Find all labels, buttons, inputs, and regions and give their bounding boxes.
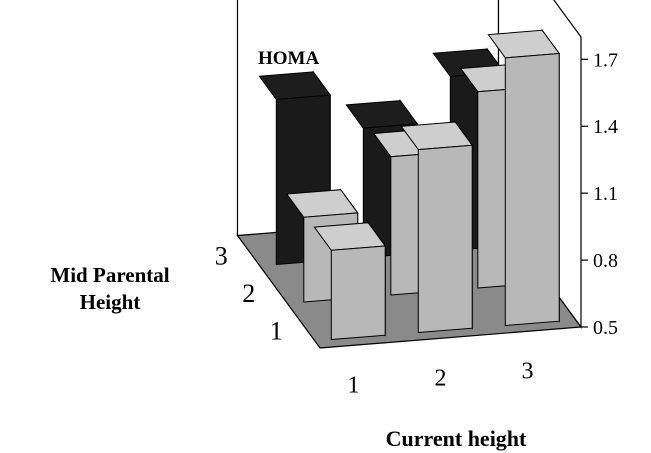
bar-3-1	[487, 28, 561, 327]
x-tick-label: 3	[522, 359, 534, 385]
bar-1-1	[313, 221, 387, 341]
z-tick-label: 1.4	[593, 116, 618, 138]
chart-bars	[258, 28, 561, 341]
y-axis-label: Mid Parental Height	[10, 262, 210, 316]
bar-2-1	[400, 120, 474, 334]
z-tick-label: 1.1	[593, 183, 618, 205]
x-tick-label: 2	[435, 366, 447, 392]
depth-tick-label: 3	[215, 241, 228, 270]
y-axis-label-text: Mid Parental Height	[50, 263, 170, 314]
depth-tick-label: 1	[270, 316, 283, 345]
x-tick-label: 1	[348, 373, 360, 399]
x-axis-label: Current height	[386, 426, 527, 451]
bar-front	[504, 52, 560, 327]
bar-front	[330, 245, 386, 341]
z-tick-label: 1.7	[593, 49, 618, 71]
z-tick-label: 0.5	[593, 317, 618, 339]
chart-title: HOMA	[258, 48, 319, 69]
z-tick-label: 0.8	[593, 250, 618, 272]
bar-front	[417, 144, 473, 334]
depth-tick-label: 2	[242, 279, 255, 308]
